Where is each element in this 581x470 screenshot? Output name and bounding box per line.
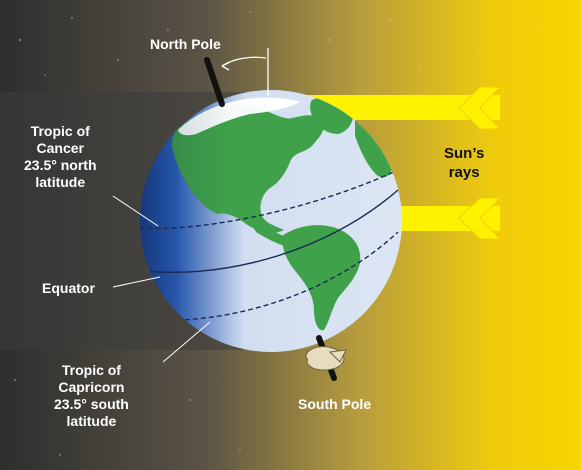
south-pole-label: South Pole [298,396,372,412]
equator-label: Equator [42,280,95,296]
tropic-of-cancer-line [140,169,399,230]
tropic-of-cancer-label: Tropic of Cancer 23.5° north latitude [24,123,97,190]
sun-ray-arrow-lower [398,197,502,240]
leader-lines [112,195,211,363]
sun-rays-label: Sun’s rays [444,145,485,181]
axis-north-segment [204,57,225,107]
rotation-arrow-icon [305,346,347,371]
north-pole-label: North Pole [150,36,221,52]
equator-line [140,189,399,273]
tropic-of-capricorn-label: Tropic of Capricorn 23.5° south latitude [54,362,129,429]
tilt-angle-indicator [221,48,269,96]
earth-globe [140,90,402,352]
stars [14,11,541,456]
